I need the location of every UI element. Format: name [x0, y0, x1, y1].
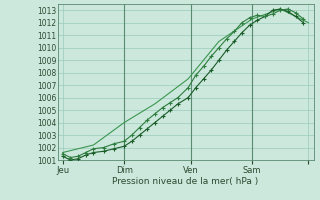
X-axis label: Pression niveau de la mer( hPa ): Pression niveau de la mer( hPa ) — [112, 177, 259, 186]
